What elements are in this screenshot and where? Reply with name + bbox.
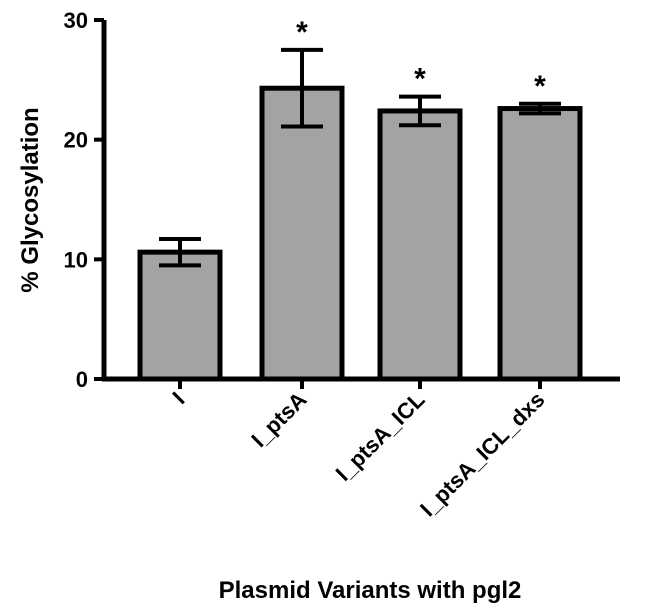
x-tick-label: I_ptsA_ICL — [331, 387, 430, 486]
y-tick-label: 10 — [64, 247, 88, 272]
y-tick-label: 20 — [64, 128, 88, 153]
x-tick-label: I_ptsA_ICL_dxs — [415, 387, 549, 521]
x-axis-title: Plasmid Variants with pgl2 — [219, 577, 522, 604]
x-tick-label: I_ptsA — [246, 387, 311, 452]
y-tick-label: 0 — [76, 367, 88, 392]
bar — [137, 249, 223, 382]
significance-marker: * — [414, 63, 426, 96]
bar — [377, 108, 463, 382]
y-tick-label: 30 — [64, 8, 88, 33]
x-tick-label: I — [168, 387, 190, 409]
y-axis-title: % Glycosylation — [17, 107, 44, 292]
bar — [497, 106, 583, 382]
significance-marker: * — [296, 16, 308, 49]
significance-marker: * — [534, 70, 546, 103]
bar — [259, 85, 345, 382]
